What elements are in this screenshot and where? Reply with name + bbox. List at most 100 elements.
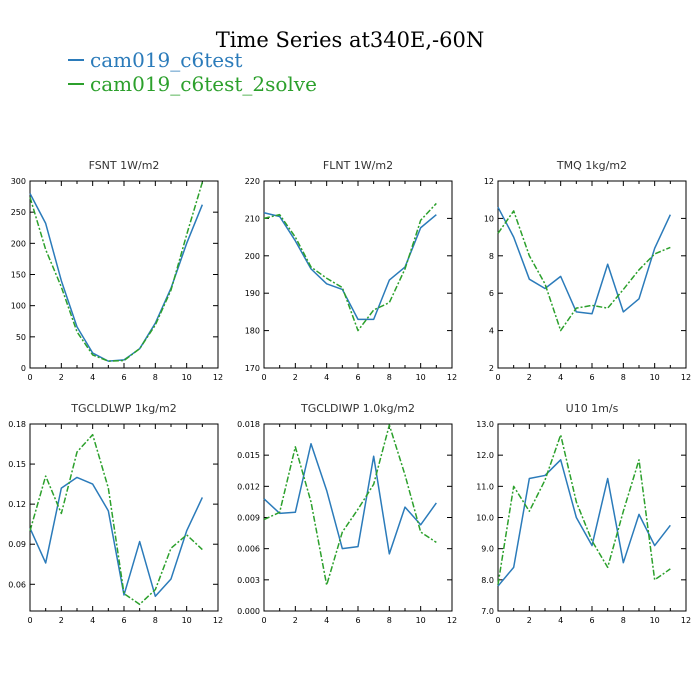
panel-2-xtick-label: 8 bbox=[387, 373, 392, 382]
panel-2-title: FLNT 1W/m2 bbox=[323, 159, 393, 172]
legend-label-2: cam019_c6test_2solve bbox=[90, 72, 317, 96]
panel-5-ytick-label: 0.000 bbox=[237, 607, 260, 616]
panel-2-xtick-label: 12 bbox=[447, 373, 457, 382]
panel-3-ytick-label: 2 bbox=[489, 364, 494, 373]
panel-4-xtick-label: 0 bbox=[27, 616, 32, 625]
panel-6-xtick-label: 2 bbox=[527, 616, 532, 625]
panel-3-xtick-label: 10 bbox=[650, 373, 660, 382]
panel-6-ytick-label: 9.0 bbox=[481, 545, 494, 554]
panel-4-xtick-label: 8 bbox=[153, 616, 158, 625]
panel-3-xtick-label: 4 bbox=[558, 373, 563, 382]
panel-4-xtick-label: 12 bbox=[213, 616, 223, 625]
panel-1-ytick-label: 200 bbox=[11, 239, 26, 248]
panel-4-series-2-line bbox=[29, 433, 203, 606]
panel-2-xtick-label: 2 bbox=[293, 373, 298, 382]
panel-2-ytick-label: 220 bbox=[245, 177, 260, 186]
panel-1-series-1-line bbox=[29, 193, 204, 362]
panel-4-ytick-label: 0.15 bbox=[8, 460, 26, 469]
panel-2-xtick-label: 4 bbox=[324, 373, 329, 382]
panel-1-xtick-label: 12 bbox=[213, 373, 223, 382]
panel-6-title: U10 1m/s bbox=[566, 402, 619, 415]
panel-5-xtick-label: 6 bbox=[355, 616, 360, 625]
panel-2-ytick-label: 180 bbox=[245, 327, 260, 336]
panel-4-ytick-label: 0.12 bbox=[8, 500, 26, 509]
panel-6-ytick-label: 10.0 bbox=[476, 514, 494, 523]
panel-6-frame bbox=[497, 423, 687, 612]
panel-1-series-2-line bbox=[29, 182, 204, 362]
panel-5-ytick-label: 0.012 bbox=[237, 482, 260, 491]
panel-3-series-1-line bbox=[497, 206, 672, 315]
panel-1-title: FSNT 1W/m2 bbox=[89, 159, 160, 172]
panel-6-xtick-label: 12 bbox=[681, 616, 691, 625]
panel-5-ytick-label: 0.018 bbox=[237, 420, 260, 429]
panel-3-ytick-label: 4 bbox=[489, 327, 494, 336]
panel-5-xtick-label: 8 bbox=[387, 616, 392, 625]
panel-5-series-1-line bbox=[263, 442, 437, 555]
panel-6-series-2-line bbox=[497, 434, 671, 585]
panel-4-title: TGCLDLWP 1kg/m2 bbox=[70, 402, 176, 415]
legend-entry-2: cam019_c6test_2solve bbox=[68, 72, 317, 96]
panel-3-xtick-label: 0 bbox=[495, 373, 500, 382]
panel-2-ytick-label: 190 bbox=[245, 289, 260, 298]
panel-1-xtick-label: 0 bbox=[27, 373, 32, 382]
panel-5-ytick-label: 0.009 bbox=[237, 514, 260, 523]
panel-4-xtick-label: 10 bbox=[182, 616, 192, 625]
panel-3-xtick-label: 12 bbox=[681, 373, 691, 382]
panel-4-ytick-label: 0.09 bbox=[8, 540, 26, 549]
panel-6-xtick-label: 4 bbox=[558, 616, 563, 625]
panel-3-xtick-label: 2 bbox=[527, 373, 532, 382]
panel-1-ytick-label: 0 bbox=[21, 364, 26, 373]
panel-1-xtick-label: 6 bbox=[121, 373, 126, 382]
panel-2-ytick-label: 170 bbox=[245, 364, 260, 373]
panel-6-ytick-label: 8.0 bbox=[481, 576, 494, 585]
panel-6-xtick-label: 0 bbox=[495, 616, 500, 625]
panel-5-xtick-label: 12 bbox=[447, 616, 457, 625]
panel-4-ytick-label: 0.06 bbox=[8, 580, 26, 589]
panel-1-xtick-label: 4 bbox=[90, 373, 95, 382]
panel-2-xtick-label: 10 bbox=[416, 373, 426, 382]
panel-4-ytick-label: 0.18 bbox=[8, 420, 26, 429]
panel-1-ytick-label: 300 bbox=[11, 177, 26, 186]
panel-2-series-2-line bbox=[263, 202, 437, 332]
panel-5-title: TGCLDIWP 1.0kg/m2 bbox=[300, 402, 415, 415]
panel-5-xtick-label: 0 bbox=[261, 616, 266, 625]
panel-2-frame bbox=[263, 180, 453, 369]
panel-3-ytick-label: 12 bbox=[484, 177, 494, 186]
panel-1-frame bbox=[29, 180, 219, 369]
panel-3-ytick-label: 8 bbox=[489, 252, 494, 261]
panel-5-xtick-label: 10 bbox=[416, 616, 426, 625]
panel-2-ytick-label: 210 bbox=[245, 214, 260, 223]
chart-title: Time Series at340E,-60N bbox=[215, 28, 485, 52]
panel-4-xtick-label: 4 bbox=[90, 616, 95, 625]
panel-2-xtick-label: 6 bbox=[355, 373, 360, 382]
legend-swatch-1 bbox=[68, 59, 84, 61]
panel-6-xtick-label: 8 bbox=[621, 616, 626, 625]
panel-6-xtick-label: 10 bbox=[650, 616, 660, 625]
panel-2-xtick-label: 0 bbox=[261, 373, 266, 382]
panel-1-ytick-label: 250 bbox=[11, 208, 26, 217]
panel-4-xtick-label: 6 bbox=[121, 616, 126, 625]
panel-5-ytick-label: 0.003 bbox=[237, 576, 260, 585]
panel-6-ytick-label: 11.0 bbox=[476, 482, 494, 491]
panel-3-xtick-label: 8 bbox=[621, 373, 626, 382]
panel-1-ytick-label: 150 bbox=[11, 271, 26, 280]
panel-1-ytick-label: 100 bbox=[11, 302, 26, 311]
panel-6-ytick-label: 12.0 bbox=[476, 451, 494, 460]
panel-1-xtick-label: 2 bbox=[59, 373, 64, 382]
panel-4-frame bbox=[29, 423, 219, 612]
legend-label-1: cam019_c6test bbox=[90, 48, 243, 72]
panel-5-series-2-line bbox=[263, 424, 437, 586]
panel-1-xtick-label: 10 bbox=[182, 373, 192, 382]
panel-3-frame bbox=[497, 180, 687, 369]
panel-3-title: TMQ 1kg/m2 bbox=[556, 159, 627, 172]
legend-swatch-2 bbox=[68, 83, 84, 85]
panel-5-frame bbox=[263, 423, 453, 612]
panel-5-xtick-label: 2 bbox=[293, 616, 298, 625]
panel-6-xtick-label: 6 bbox=[589, 616, 594, 625]
panel-5-xtick-label: 4 bbox=[324, 616, 329, 625]
legend-entry-1: cam019_c6test bbox=[68, 48, 242, 72]
panel-6-ytick-label: 13.0 bbox=[476, 420, 494, 429]
panel-3-ytick-label: 10 bbox=[484, 214, 494, 223]
panel-2-ytick-label: 200 bbox=[245, 252, 260, 261]
